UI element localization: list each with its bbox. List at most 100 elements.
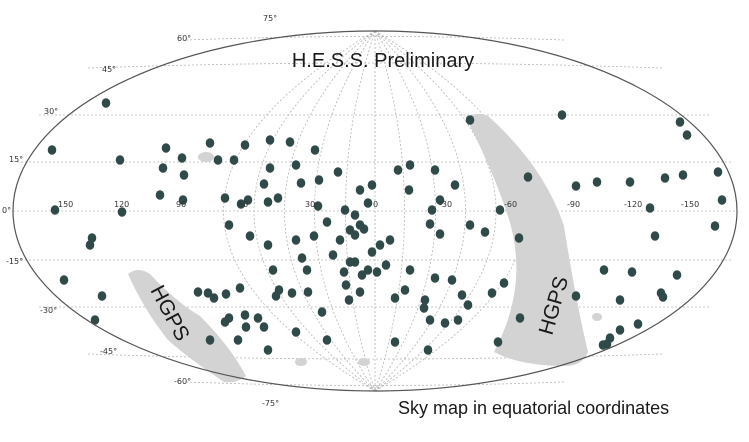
lat-tick-label: -60° [174, 377, 191, 386]
source-marker [310, 145, 320, 155]
source-marker [158, 163, 168, 173]
source-marker [263, 345, 273, 355]
source-marker [340, 205, 350, 215]
source-marker [372, 267, 382, 277]
source-marker [440, 318, 450, 328]
source-marker [450, 180, 460, 190]
coordinate-grid [13, 30, 737, 392]
lon-tick-label: -120 [624, 200, 642, 209]
source-marker [355, 287, 365, 297]
source-marker [427, 205, 437, 215]
lat-tick-label: -30° [40, 306, 57, 315]
source-marker [660, 173, 670, 183]
source-marker [675, 117, 685, 127]
source-marker [457, 290, 467, 300]
lat-tick-label: 30° [44, 107, 58, 116]
latitude-ticks: 75° 60° 45° 30° 15° 0° -15° -30° -45° -6… [2, 14, 279, 408]
source-marker [243, 195, 253, 205]
source-marker [633, 319, 643, 329]
source-marker [241, 322, 251, 332]
source-marker [430, 165, 440, 175]
source-marker [291, 327, 301, 337]
source-marker [405, 160, 415, 170]
source-marker [179, 170, 189, 180]
source-marker [220, 317, 230, 327]
source-marker [430, 273, 440, 283]
source-marker [328, 250, 338, 260]
grid-meridian-90 [284, 30, 376, 392]
lon-tick-label: 30 [305, 200, 315, 209]
source-marker [493, 337, 503, 347]
source-marker [523, 172, 533, 182]
source-marker [350, 210, 360, 220]
source-marker [435, 195, 445, 205]
source-marker [592, 177, 602, 187]
source-marker [205, 335, 215, 345]
source-marker [713, 167, 723, 177]
grid-meridian-120 [253, 30, 376, 392]
source-marker [385, 235, 395, 245]
source-marker [400, 285, 410, 295]
source-marker [420, 295, 430, 305]
source-marker [50, 205, 60, 215]
source-marker [90, 315, 100, 325]
lat-tick-label: 60° [177, 34, 191, 43]
lon-tick-label: -30 [439, 200, 452, 209]
source-marker [375, 240, 385, 250]
source-marker [515, 313, 525, 323]
source-marker [97, 291, 107, 301]
source-marker [710, 221, 720, 231]
source-marker [322, 335, 332, 345]
source-marker [235, 283, 245, 293]
source-marker [367, 180, 377, 190]
source-marker [271, 291, 281, 301]
source-marker [265, 163, 275, 173]
source-marker [335, 235, 345, 245]
hgps-band-west [128, 270, 246, 383]
source-marker [350, 257, 360, 267]
source-marker [381, 260, 391, 270]
source-marker [571, 181, 581, 191]
source-marker [405, 265, 415, 275]
source-marker [203, 288, 213, 298]
source-marker [178, 195, 188, 205]
source-marker [322, 217, 332, 227]
source-marker [263, 197, 273, 207]
lat-tick-label: -45° [100, 347, 117, 356]
source-marker [350, 230, 360, 240]
source-marker [419, 303, 429, 313]
grid-meridian-60 [314, 30, 376, 392]
source-marker [263, 240, 273, 250]
source-marker [101, 98, 111, 108]
faint-patch [198, 152, 214, 162]
source-marker [287, 288, 297, 298]
source-marker [393, 165, 403, 175]
source-marker [155, 190, 165, 200]
source-marker [557, 110, 567, 120]
source-marker [514, 233, 524, 243]
source-marker [291, 235, 301, 245]
source-marker [221, 289, 231, 299]
lat-tick-label: 45° [102, 65, 116, 74]
lon-tick-label: -60 [504, 200, 517, 209]
source-marker [390, 293, 400, 303]
source-marker [259, 179, 269, 189]
source-marker [213, 155, 223, 165]
source-marker [314, 175, 324, 185]
faint-patch [295, 358, 307, 366]
source-marker [59, 275, 69, 285]
source-marker [658, 292, 668, 302]
source-marker [367, 247, 377, 257]
grid-meridian-minus120 [374, 30, 497, 392]
source-marker [333, 167, 343, 177]
source-marker [717, 195, 727, 205]
faint-patch [358, 358, 370, 366]
source-marker [453, 315, 463, 325]
source-marker [678, 170, 688, 180]
source-marker [273, 193, 283, 203]
lon-tick-label: -150 [681, 200, 699, 209]
source-marker [341, 280, 351, 290]
source-marker [463, 300, 473, 310]
source-marker [224, 220, 234, 230]
